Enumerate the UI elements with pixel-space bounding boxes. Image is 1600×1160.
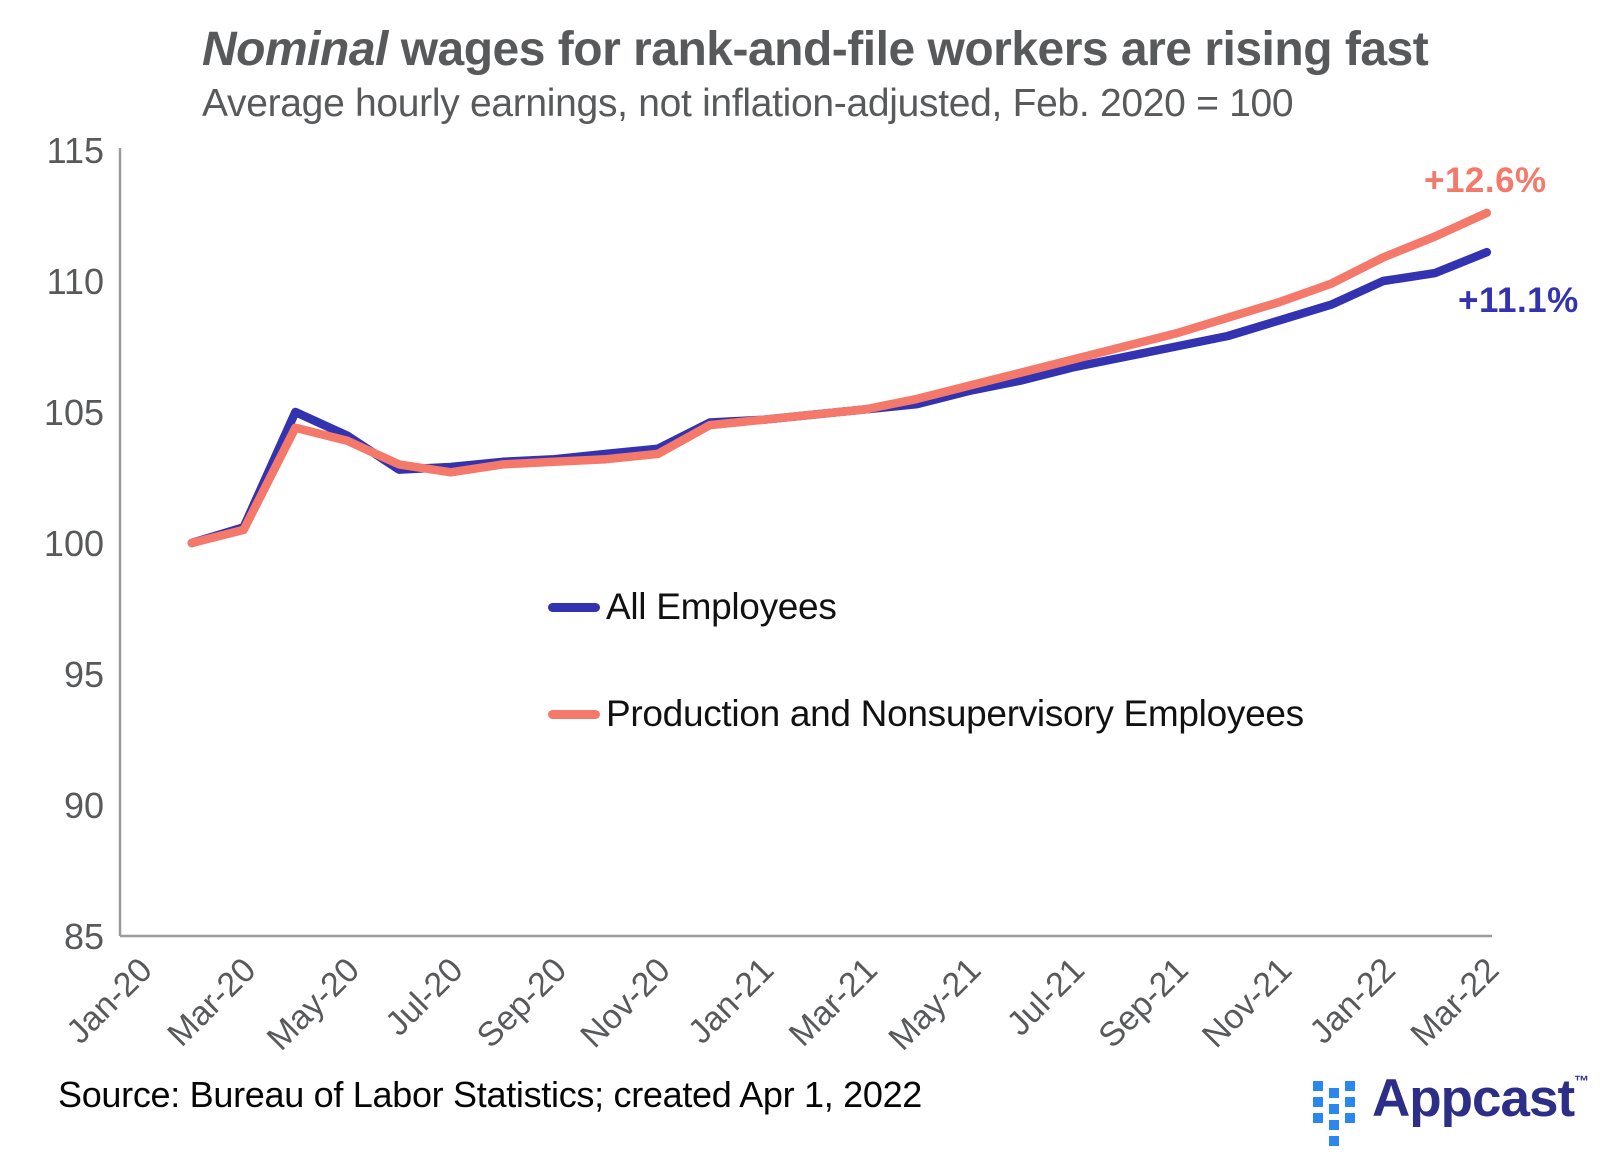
legend-label-all-employees: All Employees bbox=[606, 586, 837, 627]
logo-dot bbox=[1313, 1113, 1323, 1123]
chart-title: Nominal wages for rank-and-file workers … bbox=[202, 22, 1429, 77]
end-annotation-all-employees: +11.1% bbox=[1458, 281, 1579, 320]
x-tick-label: Mar-21 bbox=[782, 951, 885, 1054]
x-tick-label: Jan-21 bbox=[681, 951, 781, 1051]
series-line-production bbox=[187, 208, 1492, 548]
trademark-symbol: ™ bbox=[1574, 1073, 1590, 1090]
x-tick-label: Nov-20 bbox=[573, 951, 677, 1055]
appcast-logo: Appcast™ bbox=[1310, 1069, 1589, 1150]
appcast-logo-wordmark: Appcast™ bbox=[1372, 1069, 1590, 1128]
logo-dot bbox=[1313, 1097, 1323, 1107]
chart-subtitle: Average hourly earnings, not inflation-a… bbox=[202, 82, 1294, 125]
end-annotation-production: +12.6% bbox=[1424, 161, 1547, 200]
y-tick-label: 115 bbox=[47, 130, 104, 171]
x-tick-label: Jan-22 bbox=[1302, 951, 1402, 1051]
legend-item-all-employees: All Employees bbox=[548, 586, 837, 628]
logo-dot bbox=[1329, 1136, 1339, 1146]
x-tick-label: Sep-20 bbox=[470, 951, 574, 1055]
x-tick-label: Mar-22 bbox=[1403, 951, 1506, 1054]
legend-swatch-all-employees bbox=[548, 602, 600, 612]
logo-dot bbox=[1329, 1088, 1339, 1098]
y-tick-label: 95 bbox=[64, 654, 104, 695]
y-tick-label: 110 bbox=[47, 261, 104, 302]
y-tick-label: 105 bbox=[44, 392, 104, 433]
logo-dot bbox=[1329, 1104, 1339, 1114]
x-tick-label: Mar-20 bbox=[160, 951, 263, 1054]
logo-dot bbox=[1345, 1097, 1355, 1107]
logo-dot bbox=[1313, 1081, 1323, 1091]
y-tick-label: 85 bbox=[64, 916, 104, 957]
x-tick-label: Sep-21 bbox=[1091, 951, 1195, 1055]
x-tick-label: Jan-20 bbox=[59, 951, 159, 1051]
x-tick-label: Nov-21 bbox=[1195, 951, 1299, 1055]
legend-item-production: Production and Nonsupervisory Employees bbox=[548, 693, 1304, 735]
y-tick-label: 100 bbox=[44, 523, 104, 564]
y-tick-label: 90 bbox=[64, 785, 104, 826]
logo-dot bbox=[1345, 1113, 1355, 1123]
chart-title-rest: wages for rank-and-file workers are risi… bbox=[387, 23, 1429, 76]
x-tick-label: May-20 bbox=[260, 951, 367, 1058]
legend-swatch-production bbox=[548, 709, 600, 719]
legend-label-production: Production and Nonsupervisory Employees bbox=[606, 693, 1304, 734]
logo-dot bbox=[1345, 1081, 1355, 1091]
logo-dot bbox=[1329, 1120, 1339, 1130]
x-tick-label: May-21 bbox=[881, 951, 988, 1058]
x-tick-label: Jul-20 bbox=[378, 951, 470, 1043]
x-tick-label: Jul-21 bbox=[1000, 951, 1092, 1043]
chart-title-emphasis: Nominal bbox=[202, 23, 388, 76]
source-note: Source: Bureau of Labor Statistics; crea… bbox=[58, 1074, 923, 1115]
